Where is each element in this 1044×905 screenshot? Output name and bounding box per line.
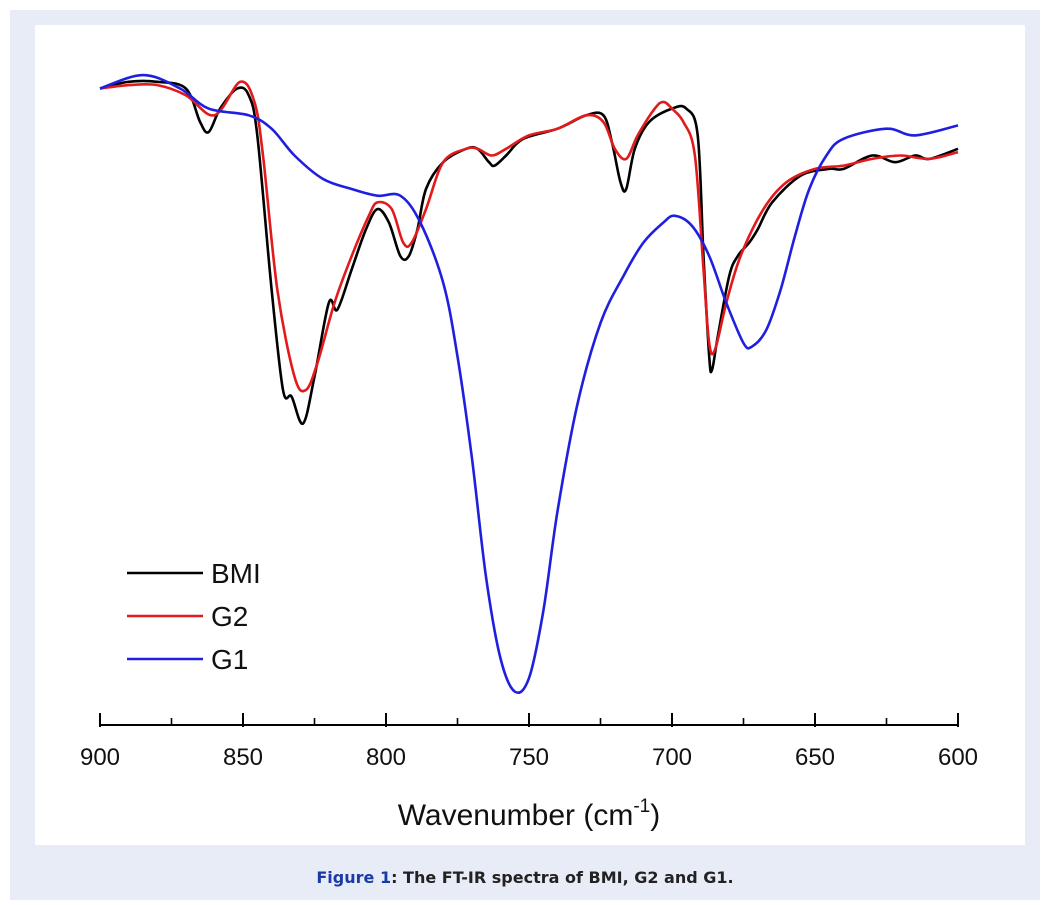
figure-caption-text: : The FT-IR spectra of BMI, G2 and G1.: [391, 868, 734, 887]
ftir-chart: 900 850 800 750 700 650 600 Wavenumber (cm-1) …: [80, 73, 978, 832]
x-axis-title: Wavenumber (cm-1): [398, 796, 661, 832]
legend-label-g1: G1: [211, 644, 248, 675]
x-tick-label: 700: [652, 744, 692, 771]
x-tick-label: 600: [938, 744, 978, 771]
figure-label-link[interactable]: Figure 1: [316, 868, 392, 887]
series-line-g1: [99, 73, 959, 695]
series-layer: [99, 73, 959, 695]
chart-area: 900 850 800 750 700 650 600 Wavenumber (cm-1) …: [35, 25, 1025, 845]
legend-label-bmi: BMI: [211, 558, 261, 589]
x-tick-label: 850: [223, 744, 263, 771]
legend-label-g2: G2: [211, 601, 248, 632]
x-tick-label: 900: [80, 744, 120, 771]
x-tick-label: 800: [366, 744, 406, 771]
x-tick-label: 650: [795, 744, 835, 771]
legend: BMI G2 G1: [127, 558, 261, 675]
figure-panel: 900 850 800 750 700 650 600 Wavenumber (cm-1) …: [10, 10, 1040, 900]
series-line-g2: [99, 80, 959, 393]
series-line-bmi: [99, 79, 959, 425]
x-axis-ticks: 900 850 800 750 700 650 600: [80, 713, 978, 771]
x-tick-label: 750: [509, 744, 549, 771]
figure-caption: Figure 1: The FT-IR spectra of BMI, G2 a…: [10, 868, 1040, 887]
